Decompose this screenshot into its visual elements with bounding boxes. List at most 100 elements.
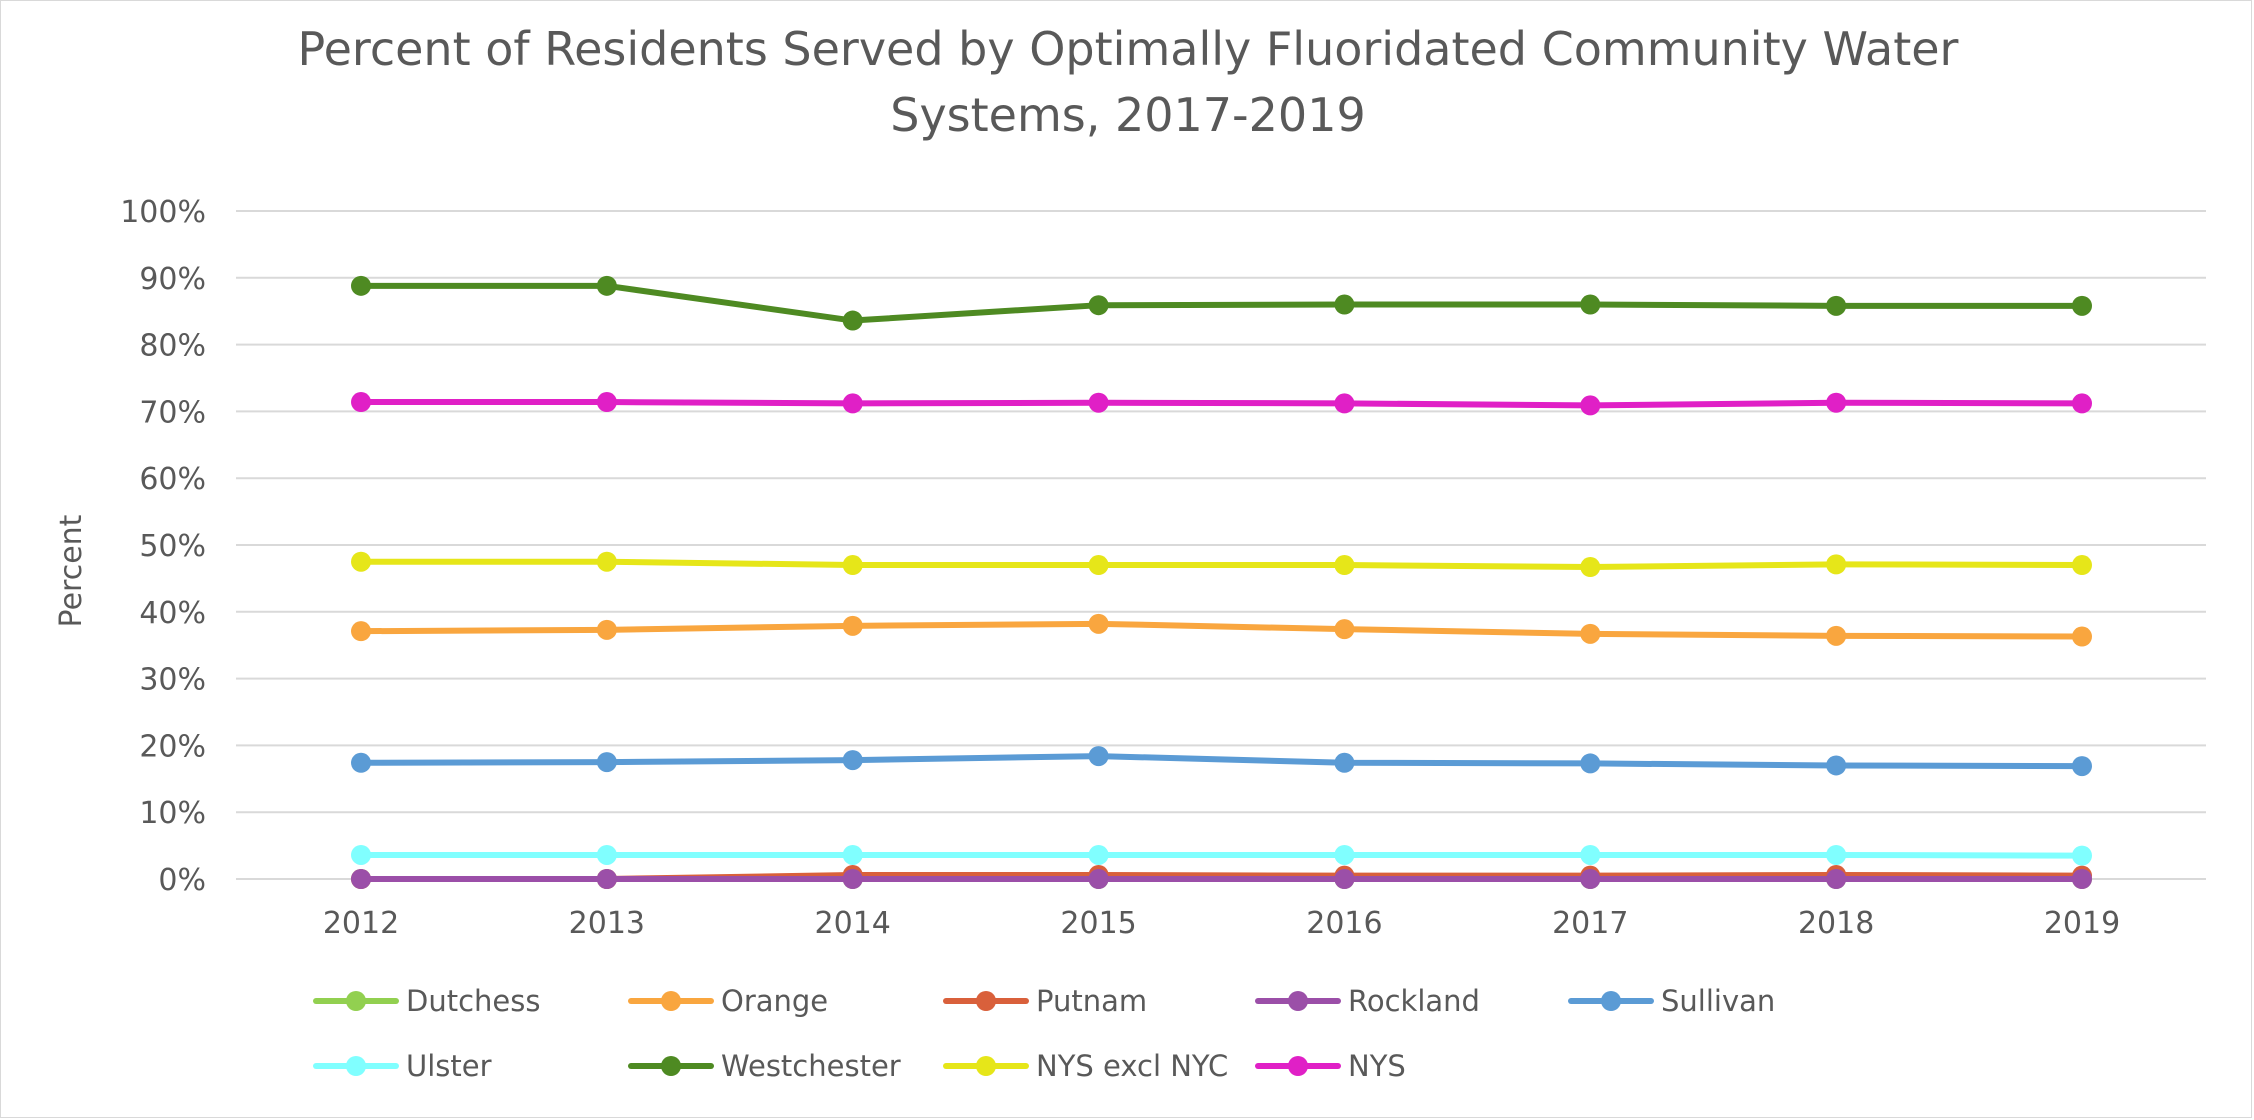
y-tick-label: 0% [158,863,206,898]
series-ulster [351,844,2092,866]
legend-label: Ulster [406,1049,492,1083]
x-tick-label: 2013 [569,906,645,941]
legend-label: Westchester [721,1049,901,1083]
legend-swatch-marker [1288,1056,1308,1076]
y-tick-label: 40% [139,596,206,631]
series-rockland [351,869,2092,889]
gridlines [236,210,2206,880]
data-point-ulster-2019 [2072,845,2092,866]
series-nys [351,392,2092,416]
legend-item-orange: Orange [628,984,828,1018]
chart-title-line-1: Percent of Residents Served by Optimally… [298,22,1959,76]
legend-swatch-marker [346,1056,366,1076]
series-line-ulster [358,851,2085,859]
data-point-nys-excl-nyc-2013 [596,551,617,572]
data-point-rockland-2018 [1826,869,1847,889]
data-point-nys-2013 [596,392,617,413]
x-tick-label: 2016 [1306,906,1382,941]
x-tick-label: 2018 [1798,906,1874,941]
data-point-westchester-2019 [2072,295,2092,316]
data-point-orange-2016 [1334,619,1355,640]
data-point-orange-2017 [1580,623,1601,644]
data-point-nys-2017 [1580,395,1601,416]
legend-label: Dutchess [406,984,540,1018]
data-point-orange-2019 [2072,626,2092,647]
legend-swatch-marker [661,1056,681,1076]
legend-label: Orange [721,984,828,1018]
data-point-ulster-2018 [1826,844,1847,865]
legend-swatch-marker [976,991,996,1011]
series-line-sullivan [358,753,2085,770]
data-point-nys-excl-nyc-2014 [842,555,863,576]
data-point-rockland-2014 [842,869,863,889]
chart-title-line-2: Systems, 2017-2019 [890,88,1365,142]
y-tick-label: 30% [139,663,206,698]
y-tick-label: 90% [139,262,206,297]
data-point-ulster-2017 [1580,844,1601,865]
y-tick-label: 60% [139,462,206,497]
legend-item-westchester: Westchester [628,1049,901,1083]
legend-label: Putnam [1036,984,1147,1018]
y-tick-label: 80% [139,329,206,364]
data-point-rockland-2012 [351,869,371,889]
legend-swatch-marker [1288,991,1308,1011]
data-point-orange-2012 [351,621,371,642]
y-axis-title: Percent [54,514,89,627]
chart-title: Percent of Residents Served by Optimally… [298,22,1959,142]
data-point-orange-2013 [596,619,617,640]
data-point-nys-excl-nyc-2016 [1334,555,1355,576]
data-point-ulster-2015 [1088,844,1109,865]
data-point-sullivan-2015 [1088,746,1109,767]
data-point-nys-excl-nyc-2018 [1826,554,1847,575]
y-tick-label: 50% [139,529,206,564]
data-point-nys-excl-nyc-2019 [2072,555,2092,576]
y-tick-label: 10% [139,796,206,831]
legend-swatch-marker [661,991,681,1011]
data-point-nys-2014 [842,393,863,414]
y-tick-label: 20% [139,729,206,764]
legend: Dutchess Orange Putnam Rockland Sullivan Ulst… [313,984,1775,1083]
data-point-rockland-2017 [1580,869,1601,889]
series-line-nys [358,399,2085,409]
legend-item-dutchess: Dutchess [313,984,540,1018]
series-westchester [351,275,2092,331]
data-point-orange-2014 [842,615,863,636]
legend-item-ulster: Ulster [313,1049,492,1083]
series-line-nys-excl-nyc [358,558,2085,571]
legend-swatch-marker [346,991,366,1011]
y-axis-ticks: 0% 10% 20% 30% 40% 50% 60% 70% 80% 90% 100% [120,195,206,898]
legend-swatch-marker [976,1056,996,1076]
data-point-westchester-2014 [842,310,863,331]
data-point-rockland-2015 [1088,869,1109,889]
data-point-westchester-2016 [1334,294,1355,315]
data-point-westchester-2017 [1580,294,1601,315]
legend-label: NYS excl NYC [1036,1049,1228,1083]
data-point-sullivan-2014 [842,750,863,771]
legend-label: NYS [1348,1049,1406,1083]
series-line-orange [358,620,2085,640]
x-tick-label: 2019 [2044,906,2120,941]
data-point-westchester-2018 [1826,295,1847,316]
data-point-westchester-2015 [1088,295,1109,316]
data-point-nys-excl-nyc-2017 [1580,557,1601,578]
legend-swatch-marker [1601,991,1621,1011]
data-point-sullivan-2017 [1580,753,1601,774]
x-tick-label: 2014 [815,906,891,941]
data-point-orange-2018 [1826,625,1847,646]
legend-label: Sullivan [1661,984,1775,1018]
data-point-nys-excl-nyc-2012 [351,551,371,572]
data-point-westchester-2013 [596,275,617,296]
data-point-sullivan-2013 [596,752,617,773]
data-point-sullivan-2019 [2072,756,2092,777]
data-point-nys-2019 [2072,393,2092,414]
data-point-nys-excl-nyc-2015 [1088,555,1109,576]
x-tick-label: 2017 [1552,906,1628,941]
legend-item-rockland: Rockland [1255,984,1480,1018]
data-point-sullivan-2016 [1334,752,1355,773]
data-point-rockland-2019 [2072,869,2092,889]
series-nys-excl-nyc [351,551,2092,578]
data-point-westchester-2012 [351,275,371,296]
x-axis-ticks: 2012 2013 2014 2015 2016 2017 2018 2019 [323,906,2120,941]
